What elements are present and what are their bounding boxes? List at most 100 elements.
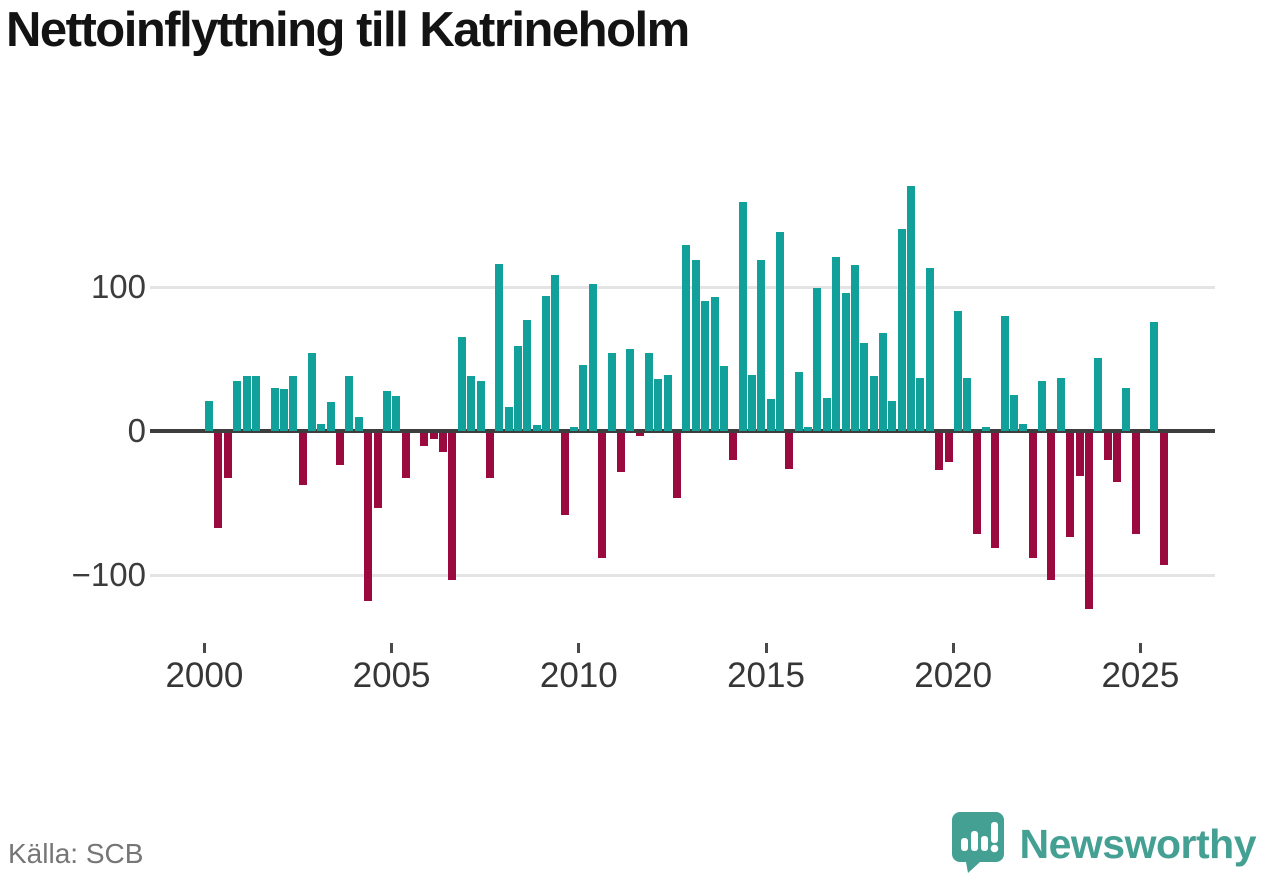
- y-tick-label: −100: [71, 556, 146, 593]
- bar-positive: [551, 275, 560, 431]
- bar-positive: [1094, 357, 1103, 431]
- bar-positive: [495, 263, 504, 431]
- bar-positive: [916, 377, 925, 431]
- bar-negative: [401, 433, 410, 478]
- bar-positive: [963, 377, 972, 431]
- gridline: [150, 573, 1215, 577]
- bar-positive: [766, 399, 775, 431]
- bar-positive: [457, 337, 466, 431]
- bar-positive: [654, 379, 663, 431]
- bar-positive: [467, 376, 476, 431]
- bar-positive: [205, 400, 214, 431]
- bar-positive: [879, 333, 887, 431]
- source-attribution: Källa: SCB: [8, 838, 144, 869]
- bar-negative: [616, 433, 625, 472]
- x-tick-label: 2025: [1101, 656, 1180, 695]
- bar-negative: [1084, 433, 1093, 609]
- bar-negative: [420, 433, 429, 446]
- bar-negative: [1159, 433, 1168, 566]
- bar-negative: [214, 433, 223, 529]
- x-tick-label: 2015: [727, 656, 805, 695]
- bar-positive: [504, 406, 513, 431]
- y-tick-label: 0: [127, 412, 146, 449]
- bar-positive: [663, 374, 672, 431]
- bar-positive: [317, 423, 326, 431]
- bar-positive: [1000, 315, 1009, 431]
- bar-positive: [392, 396, 401, 431]
- newsworthy-brand: Newsworthy: [950, 810, 1257, 879]
- chart-title: Nettoinflyttning till Katrineholm: [6, 3, 690, 57]
- bar-negative: [1028, 433, 1037, 559]
- bar-positive: [907, 186, 916, 431]
- bar-positive: [832, 256, 841, 431]
- bar-negative: [635, 433, 644, 436]
- bar-negative: [673, 433, 682, 498]
- bar-positive: [804, 426, 813, 431]
- bar-positive: [354, 416, 363, 431]
- bar-negative: [448, 433, 457, 580]
- bar-positive: [289, 376, 298, 431]
- bar-positive: [279, 389, 288, 431]
- bar-positive: [897, 229, 906, 431]
- bar-positive: [1150, 321, 1159, 431]
- bar-positive: [953, 311, 962, 431]
- bar-positive: [1056, 377, 1065, 431]
- x-tick-label: 2010: [539, 656, 618, 695]
- bar-negative: [1131, 433, 1140, 534]
- newsworthy-logo-icon: [950, 810, 1006, 879]
- bar-positive: [532, 425, 541, 431]
- y-tick-label: 100: [90, 268, 146, 305]
- bar-negative: [972, 433, 981, 534]
- zero-axis-line: [150, 429, 1215, 433]
- bar-positive: [682, 245, 691, 431]
- x-tick-mark: [390, 643, 394, 653]
- bar-negative: [935, 433, 944, 471]
- bar-positive: [382, 390, 391, 431]
- bar-negative: [785, 433, 794, 469]
- bar-positive: [308, 353, 317, 431]
- bar-positive: [326, 402, 335, 431]
- x-tick-label: 2020: [914, 656, 993, 695]
- x-tick-mark: [202, 643, 206, 653]
- bar-positive: [579, 364, 588, 431]
- bar-negative: [560, 433, 569, 516]
- bar-negative: [1103, 433, 1112, 461]
- bar-positive: [888, 400, 897, 431]
- bar-positive: [701, 301, 710, 431]
- bar-positive: [822, 397, 831, 431]
- bar-positive: [523, 320, 532, 431]
- bar-chart: 100 0 −100 2000 2005 2010 2015 2020 2025: [71, 186, 1215, 695]
- x-tick-label: 2000: [165, 656, 244, 695]
- bar-positive: [1010, 395, 1019, 431]
- bar-positive: [925, 268, 934, 431]
- bar-positive: [270, 387, 279, 431]
- bar-negative: [1075, 433, 1084, 477]
- x-tick-label: 2005: [352, 656, 431, 695]
- bar-positive: [626, 348, 635, 431]
- bar-negative: [1066, 433, 1075, 537]
- bar-positive: [776, 232, 785, 431]
- bar-negative: [598, 433, 607, 559]
- bar-positive: [1122, 387, 1131, 431]
- bar-negative: [485, 433, 494, 478]
- bar-negative: [364, 433, 373, 602]
- bar-positive: [719, 366, 728, 431]
- bar-negative: [373, 433, 382, 508]
- bar-positive: [1038, 380, 1047, 431]
- newsworthy-wordmark: Newsworthy: [1019, 821, 1257, 867]
- bar-positive: [738, 202, 747, 431]
- bar-positive: [588, 284, 597, 431]
- bar-positive: [981, 426, 990, 431]
- x-tick-mark: [951, 643, 955, 653]
- bar-positive: [850, 265, 859, 431]
- bar-negative: [991, 433, 1000, 549]
- x-tick-mark: [764, 643, 768, 653]
- bar-negative: [944, 433, 953, 462]
- bar-positive: [1019, 423, 1028, 431]
- bar-negative: [729, 433, 738, 461]
- bar-positive: [513, 346, 522, 431]
- bar-positive: [869, 376, 878, 431]
- bar-positive: [645, 353, 653, 431]
- bar-positive: [757, 259, 766, 431]
- bar-positive: [860, 343, 869, 431]
